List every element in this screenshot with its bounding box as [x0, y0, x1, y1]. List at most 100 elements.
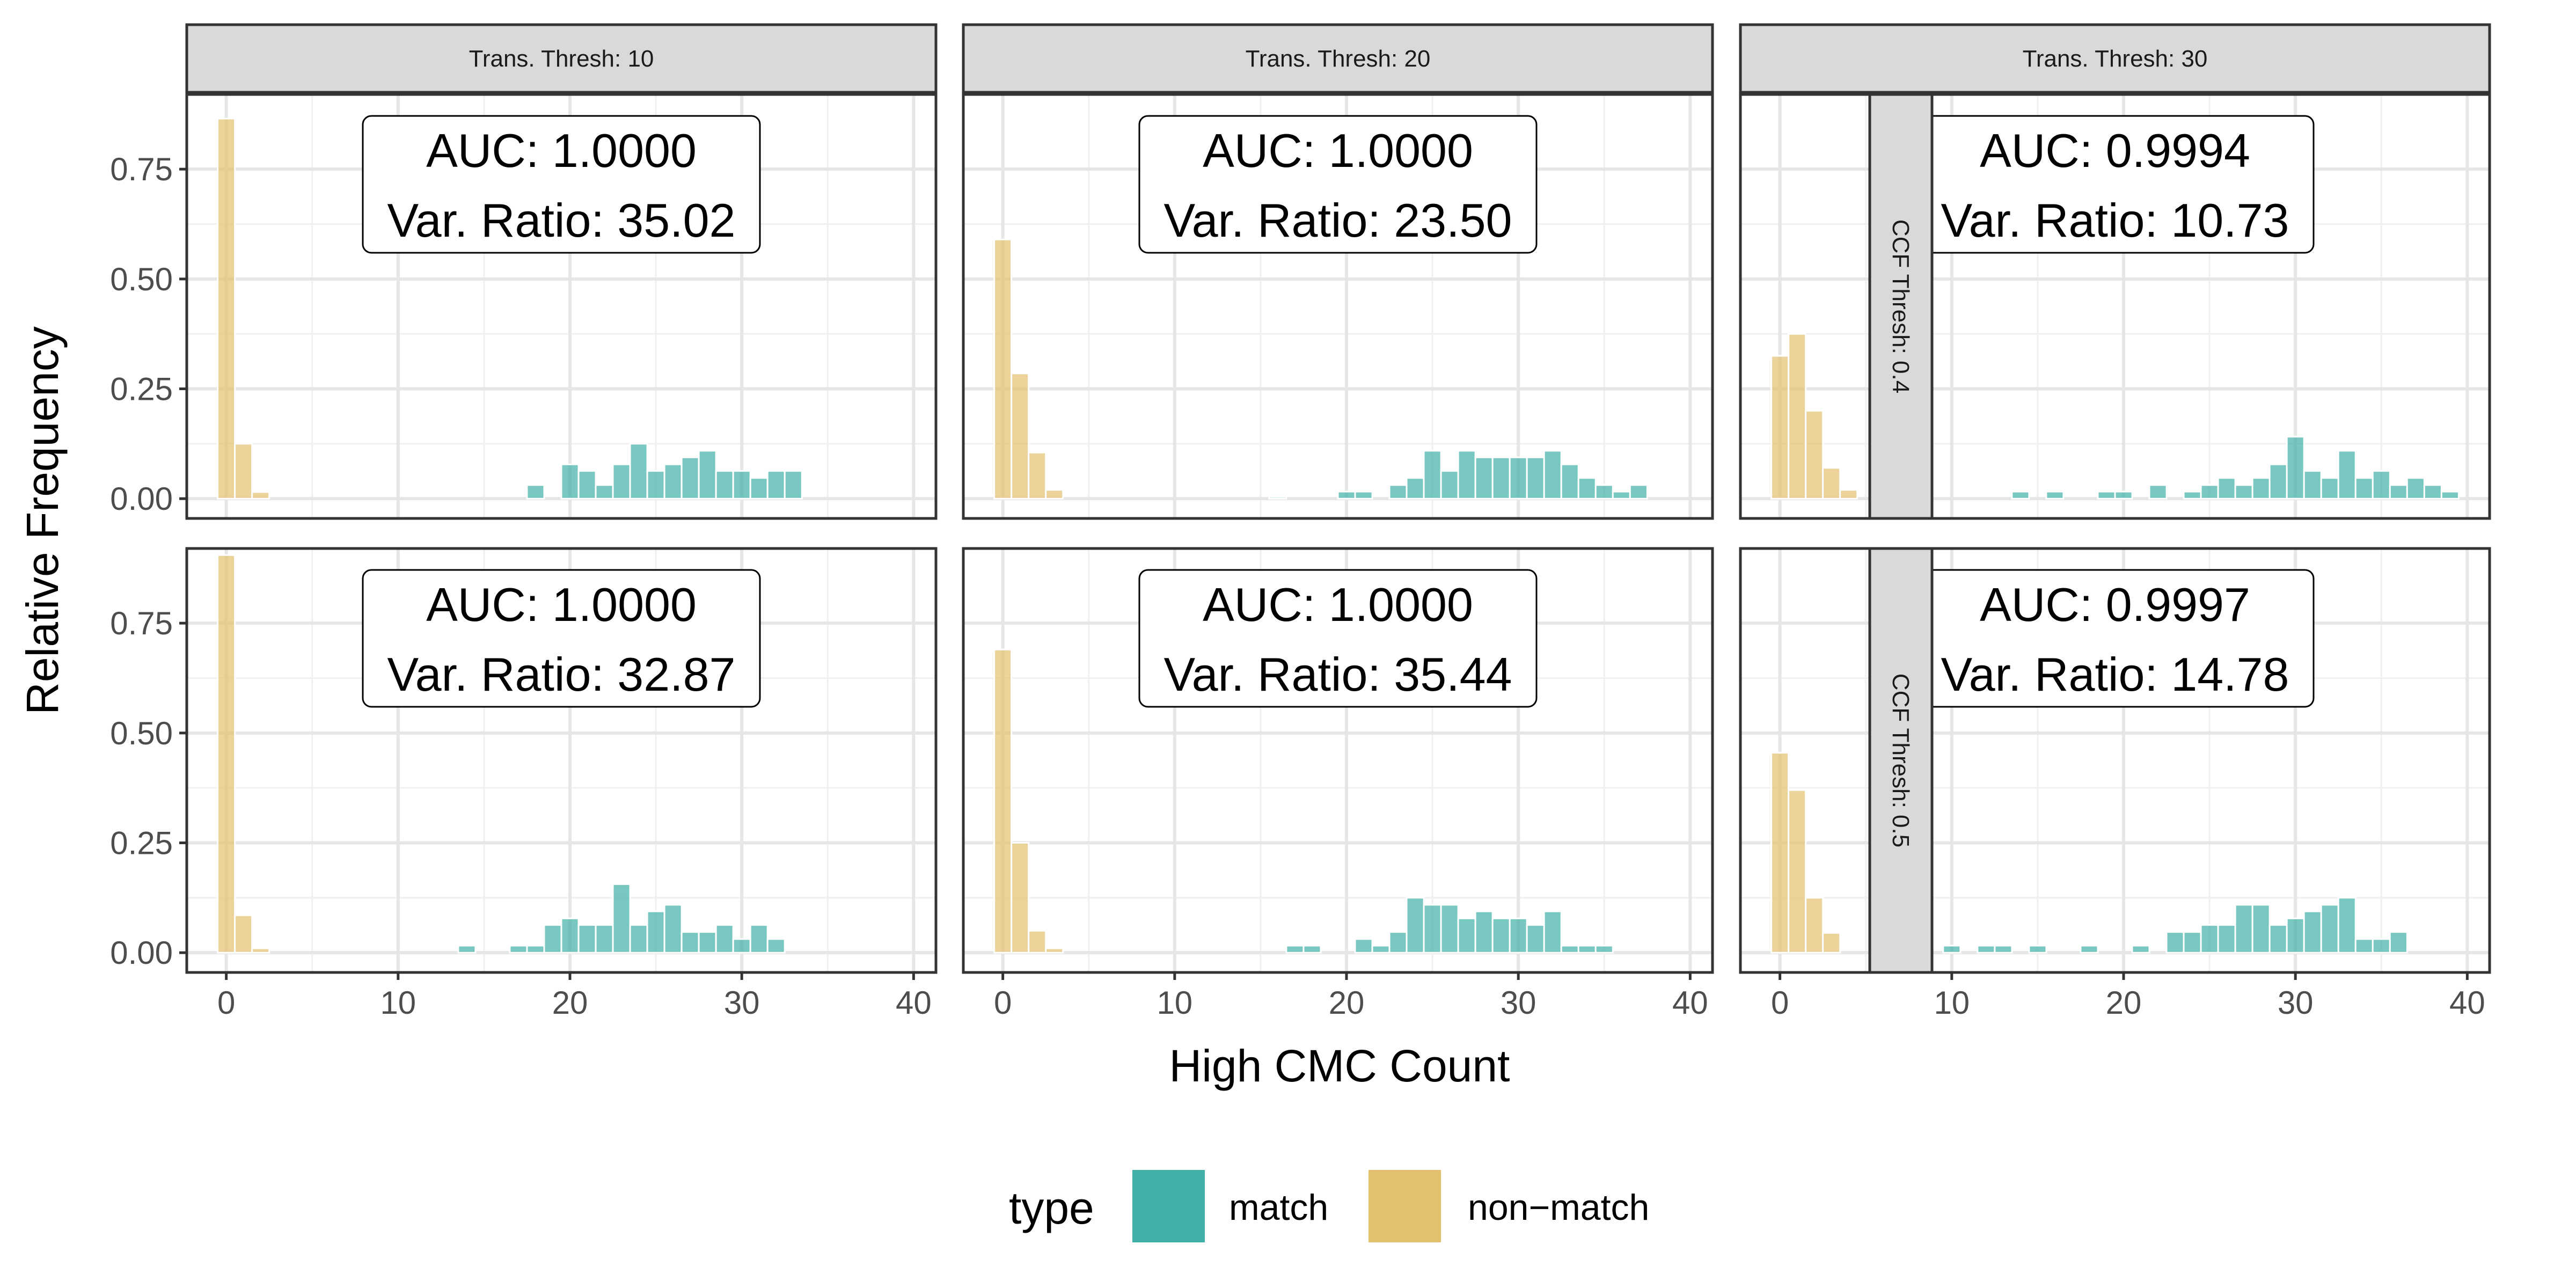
histogram-bar-non-match — [1045, 947, 1064, 954]
histogram-bar-match — [1268, 496, 1287, 500]
histogram-bar-match — [1560, 463, 1579, 500]
var-ratio-label: Var. Ratio: 14.78 — [1941, 648, 2289, 701]
histogram-bar-match — [698, 450, 717, 500]
histogram-bar-match — [2251, 904, 2271, 954]
auc-label: AUC: 1.0000 — [1203, 578, 1473, 631]
x-tick-label: 30 — [1501, 985, 1536, 1021]
legend-key-match — [1132, 1170, 1205, 1242]
histogram-bar-match — [1543, 450, 1562, 500]
y-tick-label: 0.75 — [110, 605, 173, 641]
histogram-bar-match — [784, 470, 803, 500]
histogram-bar-non-match — [1805, 897, 1824, 954]
panels-layer: AUC: 1.0000 Var. Ratio: 35.02 AUC: 1.0000 V… — [185, 93, 2491, 974]
histogram-bar-match — [1509, 917, 1528, 954]
histogram-bar-match — [629, 443, 648, 500]
histogram-bar-non-match — [1045, 489, 1064, 500]
histogram-bar-match — [749, 477, 769, 500]
histogram-bar-match — [560, 463, 580, 500]
column-strip-0 — [185, 23, 938, 94]
histogram-bar-match — [1526, 924, 1545, 954]
histogram-bar-match — [2372, 470, 2391, 500]
histogram-bar-match — [526, 484, 545, 500]
histogram-bar-match — [1388, 484, 1408, 500]
panel-border — [962, 93, 1714, 520]
histogram-bar-match — [2354, 477, 2374, 500]
histogram-bar-non-match — [1011, 372, 1030, 500]
column-strip-1 — [962, 23, 1714, 94]
x-tick-label: 0 — [994, 985, 1012, 1021]
y-tick-label: 0.00 — [110, 935, 173, 971]
row-strip-label: CCF Thresh: 0.5 — [1887, 674, 1914, 847]
histogram-bar-match — [2114, 491, 2133, 500]
histogram-bar-match — [1354, 491, 1373, 500]
histogram-bar-non-match — [1788, 333, 1807, 500]
legend-label-match: match — [1229, 1187, 1328, 1228]
facet-strips: Trans. Thresh: 10 Trans. Thresh: 20 Trans.… — [185, 23, 2491, 974]
auc-label: AUC: 0.9997 — [1980, 578, 2250, 631]
histogram-bar-non-match — [1028, 451, 1047, 500]
panel-border — [1739, 93, 2491, 520]
y-tick-label: 0.25 — [110, 371, 173, 407]
histogram-bar-non-match — [1839, 489, 1858, 500]
axes-layer: 0.00 0.25 0.50 0.75 0.00 0.25 0.50 0.75 0 10 20 30 4… — [110, 151, 2485, 1021]
histogram-bar-match — [1440, 904, 1459, 954]
x-tick-label: 0 — [217, 985, 235, 1021]
row-strip-1 — [1868, 547, 1934, 974]
x-axis-title: High CMC Count — [1169, 1041, 1510, 1091]
histogram-bar-match — [2268, 463, 2288, 500]
histogram-bar-match — [543, 924, 562, 954]
var-ratio-label: Var. Ratio: 32.87 — [387, 648, 736, 701]
histogram-bar-match — [732, 470, 751, 500]
histogram-bar-match — [1371, 945, 1391, 954]
panel-3: AUC: 1.0000 Var. Ratio: 32.87 — [185, 547, 938, 974]
histogram-bar-match — [1302, 945, 1322, 954]
histogram-bar-match — [2303, 470, 2322, 500]
row-strip-label: CCF Thresh: 0.4 — [1887, 219, 1914, 393]
x-tick-label: 40 — [2449, 985, 2485, 1021]
histogram-bar-match — [715, 924, 734, 954]
var-ratio-label: Var. Ratio: 10.73 — [1941, 194, 2289, 247]
x-tick-label: 40 — [896, 985, 932, 1021]
histogram-bar-non-match — [1028, 930, 1047, 954]
histogram-bar-match — [2406, 477, 2425, 500]
histogram-bar-match — [2131, 945, 2150, 954]
histogram-bar-match — [577, 470, 597, 500]
histogram-bar-match — [1354, 938, 1373, 954]
histogram-bar-match — [1440, 470, 1459, 500]
histogram-bar-match — [1560, 945, 1579, 954]
y-axis-title: Relative Frequency — [17, 326, 68, 715]
histogram-bar-match — [698, 931, 717, 954]
histogram-bar-match — [1594, 945, 1614, 954]
panel-2: AUC: 0.9994 Var. Ratio: 10.73 — [1739, 93, 2491, 520]
panel-border — [185, 547, 938, 974]
histogram-bar-match — [2217, 924, 2236, 954]
histogram-bar-match — [1491, 456, 1511, 500]
histogram-bar-match — [732, 938, 751, 954]
x-tick-label: 10 — [380, 985, 416, 1021]
histogram-bar-match — [2423, 484, 2442, 500]
histogram-bar-match — [1337, 491, 1356, 500]
y-tick-label: 0.50 — [110, 261, 173, 297]
legend-key-non-match — [1368, 1170, 1441, 1242]
histogram-bar-match — [2337, 450, 2357, 500]
var-ratio-label: Var. Ratio: 23.50 — [1164, 194, 1512, 247]
histogram-bar-match — [595, 924, 614, 954]
histogram-bar-match — [629, 924, 648, 954]
histogram-bar-match — [612, 463, 631, 500]
histogram-bar-match — [1994, 945, 2013, 954]
histogram-bar-match — [612, 883, 631, 954]
x-tick-label: 0 — [1771, 985, 1789, 1021]
histogram-bar-match — [766, 470, 786, 500]
annotation-box — [1138, 115, 1538, 254]
histogram-bar-match — [560, 917, 580, 954]
histogram-bar-match — [1406, 477, 1425, 500]
annotation-box — [362, 569, 761, 708]
x-tick-label: 20 — [1329, 985, 1365, 1021]
histogram-bar-non-match — [234, 914, 253, 954]
histogram-bar-match — [1612, 491, 1631, 500]
var-ratio-label: Var. Ratio: 35.44 — [1164, 648, 1512, 701]
histogram-bar-match — [766, 938, 786, 954]
annotation-box — [362, 115, 761, 254]
histogram-bar-match — [2080, 945, 2099, 954]
histogram-bar-non-match — [993, 238, 1013, 500]
